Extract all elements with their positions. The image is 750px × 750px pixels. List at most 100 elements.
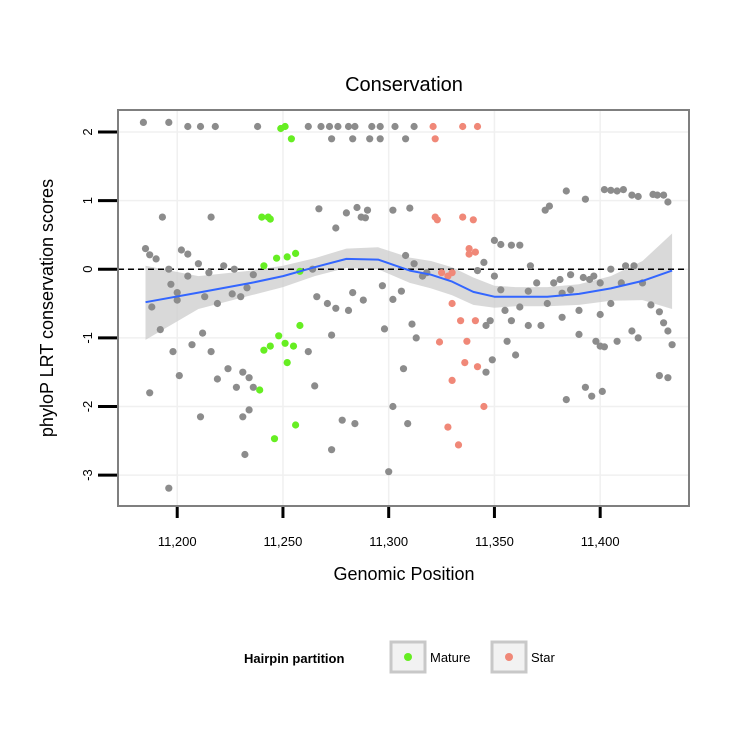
- point-star: [461, 359, 469, 367]
- point-other: [220, 262, 228, 270]
- point-other: [533, 279, 541, 287]
- point-other: [524, 287, 532, 295]
- point-other: [304, 348, 312, 356]
- point-other: [239, 368, 247, 376]
- point-other: [634, 192, 642, 201]
- point-other: [607, 265, 615, 273]
- point-other: [304, 122, 312, 131]
- point-other: [380, 325, 389, 333]
- point-other: [245, 374, 253, 382]
- point-mature: [281, 339, 289, 347]
- point-other: [334, 122, 342, 131]
- point-star: [465, 250, 473, 258]
- point-other: [668, 341, 676, 349]
- point-other: [207, 348, 215, 356]
- point-other: [482, 321, 490, 330]
- point-other: [245, 406, 253, 414]
- point-other: [165, 118, 173, 126]
- point-other: [184, 250, 192, 258]
- point-other: [600, 343, 609, 351]
- point-other: [655, 372, 664, 380]
- point-other: [402, 251, 410, 260]
- point-other: [194, 260, 202, 268]
- legend-item-mature: Mature: [389, 640, 470, 674]
- point-other: [590, 272, 598, 280]
- point-other: [173, 289, 181, 297]
- point-other: [660, 319, 668, 327]
- point-other: [630, 262, 638, 270]
- point-other: [653, 191, 661, 199]
- point-other: [516, 241, 524, 249]
- point-other: [313, 293, 321, 301]
- point-mature: [266, 215, 274, 223]
- point-other: [165, 265, 173, 273]
- point-other: [148, 303, 156, 311]
- point-other: [205, 269, 213, 277]
- point-other: [368, 122, 376, 131]
- point-other: [511, 351, 520, 359]
- y-tick-label: -2: [80, 401, 95, 413]
- x-tick-label: 11,350: [475, 534, 514, 549]
- point-other: [184, 122, 192, 131]
- point-other: [325, 122, 334, 131]
- point-other: [196, 413, 205, 421]
- point-other: [237, 293, 245, 301]
- point-other: [139, 118, 147, 126]
- point-other: [249, 383, 257, 391]
- point-other: [588, 392, 596, 400]
- point-other: [486, 317, 494, 325]
- point-other: [391, 122, 399, 131]
- legend-title: Hairpin partition: [244, 651, 344, 666]
- point-mature: [275, 332, 283, 340]
- point-other: [503, 337, 511, 345]
- point-other: [402, 135, 410, 143]
- point-other: [389, 295, 397, 303]
- point-other: [201, 293, 209, 301]
- point-other: [249, 271, 257, 279]
- point-other: [243, 284, 251, 292]
- point-other: [213, 375, 221, 383]
- point-other: [490, 272, 498, 280]
- point-other: [397, 287, 405, 295]
- point-star: [448, 299, 456, 308]
- point-other: [173, 296, 181, 304]
- point-star: [471, 317, 479, 325]
- point-other: [359, 296, 367, 304]
- point-mature: [258, 213, 266, 221]
- y-tick-label: 1: [80, 197, 95, 204]
- point-other: [543, 299, 551, 308]
- point-other: [562, 187, 570, 195]
- point-other: [328, 135, 336, 143]
- point-other: [501, 306, 509, 314]
- point-other: [207, 213, 215, 221]
- legend-label-mature: Mature: [430, 650, 470, 665]
- point-mature: [273, 254, 281, 262]
- point-other: [213, 299, 221, 308]
- point-other: [507, 317, 515, 325]
- point-other: [613, 187, 621, 195]
- point-other: [581, 195, 590, 203]
- x-axis-label: Genomic Position: [333, 564, 474, 584]
- point-star: [459, 213, 467, 221]
- point-other: [311, 382, 319, 390]
- legend-swatch-star: [505, 653, 513, 661]
- point-mature: [283, 359, 291, 367]
- point-star: [435, 338, 444, 346]
- point-other: [385, 468, 393, 476]
- point-other: [613, 337, 621, 345]
- point-mature: [270, 435, 279, 443]
- point-other: [211, 122, 219, 131]
- point-mature: [283, 253, 291, 261]
- point-other: [410, 260, 418, 268]
- point-other: [184, 272, 192, 280]
- point-other: [232, 383, 240, 391]
- y-tick-label: -3: [80, 469, 95, 481]
- point-other: [660, 191, 668, 199]
- point-star: [473, 363, 482, 371]
- point-other: [406, 204, 414, 212]
- point-other: [199, 329, 207, 337]
- point-other: [169, 348, 177, 356]
- point-other: [567, 271, 575, 279]
- point-star: [471, 248, 479, 256]
- point-star: [433, 216, 441, 224]
